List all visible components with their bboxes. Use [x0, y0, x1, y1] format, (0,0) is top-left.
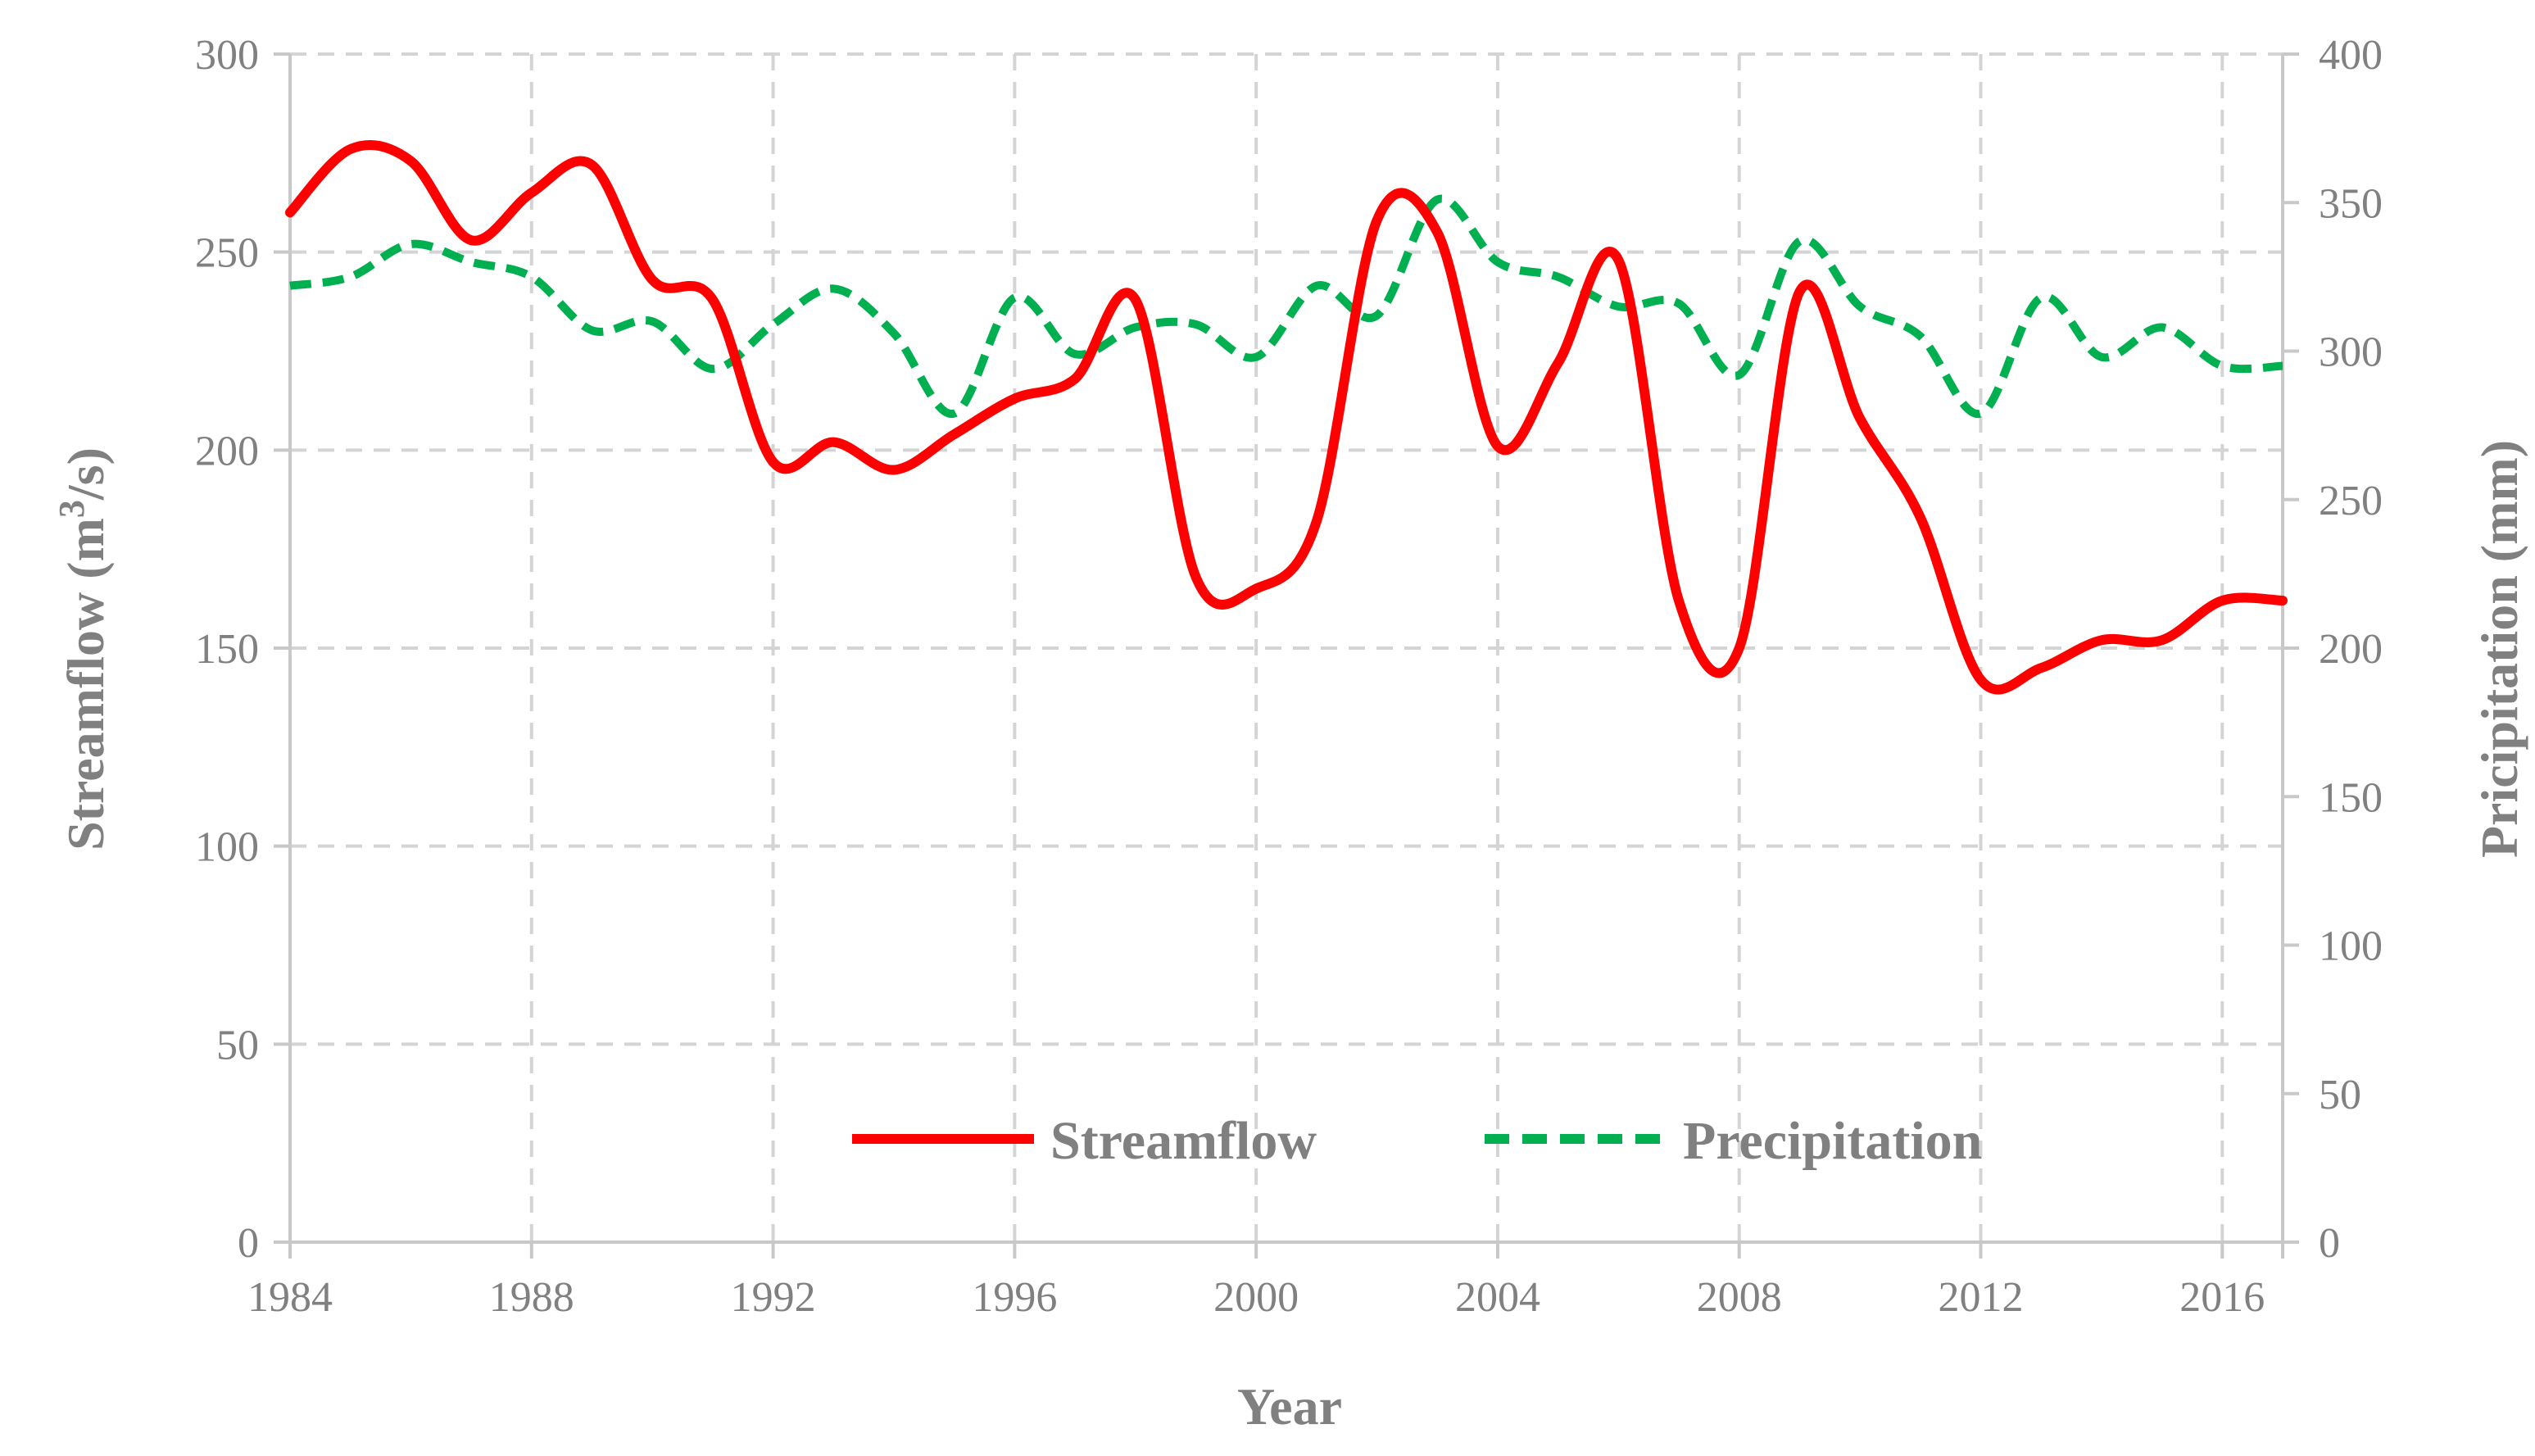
y-axis-left-title: Streamflow (m3/s) [52, 447, 116, 850]
x-tick-label: 2000 [1213, 1274, 1299, 1321]
x-tick-label: 2004 [1455, 1274, 1540, 1321]
x-tick-label: 1996 [972, 1274, 1057, 1321]
y-right-tick-label: 0 [2319, 1220, 2340, 1267]
y-left-tick-label: 150 [195, 626, 259, 673]
x-tick-label: 2008 [1697, 1274, 1782, 1321]
y-left-tick-label: 0 [238, 1220, 259, 1267]
y-right-tick-label: 100 [2319, 923, 2383, 970]
x-tick-label: 1984 [247, 1274, 333, 1321]
y-right-tick-label: 200 [2319, 626, 2383, 673]
y-right-tick-label: 250 [2319, 478, 2383, 524]
legend-label-precipitation: Precipitation [1683, 1111, 1982, 1171]
legend-label-streamflow: Streamflow [1050, 1111, 1317, 1171]
y-right-tick-label: 50 [2319, 1072, 2361, 1118]
y-axis-right-title: Pricipitation (mm) [2470, 440, 2528, 858]
grid [290, 52, 2284, 1242]
y-right-tick-label: 350 [2319, 180, 2383, 227]
x-tick-label: 2016 [2179, 1274, 2265, 1321]
x-tick-label: 1992 [731, 1274, 816, 1321]
tick-labels: 0 50 100 150 200 250 300 0 50 100 150 200 250 300 350 4… [195, 32, 2383, 1321]
series-area [285, 140, 2288, 695]
y-axis-left-title-unit: /s) [57, 447, 115, 501]
y-axis-left-title-main: Streamflow (m [57, 518, 115, 850]
y-axis-left-title-superscript: 3 [52, 500, 92, 518]
y-left-tick-label: 200 [195, 428, 259, 474]
y-left-tick-label: 300 [195, 32, 259, 79]
y-left-tick-label: 250 [195, 230, 259, 277]
y-left-tick-label: 50 [216, 1022, 259, 1068]
axes [274, 52, 2299, 1259]
x-axis-title: Year [1237, 1377, 1342, 1436]
y-right-tick-label: 400 [2319, 32, 2383, 79]
legend: Streamflow Precipitation [852, 1111, 1982, 1171]
series-line-streamflow [285, 140, 2288, 695]
x-tick-label: 2012 [1939, 1274, 2024, 1321]
x-tick-label: 1988 [489, 1274, 574, 1321]
y-left-tick-label: 100 [195, 824, 259, 871]
series-line-precipitation [289, 194, 2283, 418]
y-right-tick-label: 300 [2319, 329, 2383, 376]
y-right-tick-label: 150 [2319, 774, 2383, 821]
